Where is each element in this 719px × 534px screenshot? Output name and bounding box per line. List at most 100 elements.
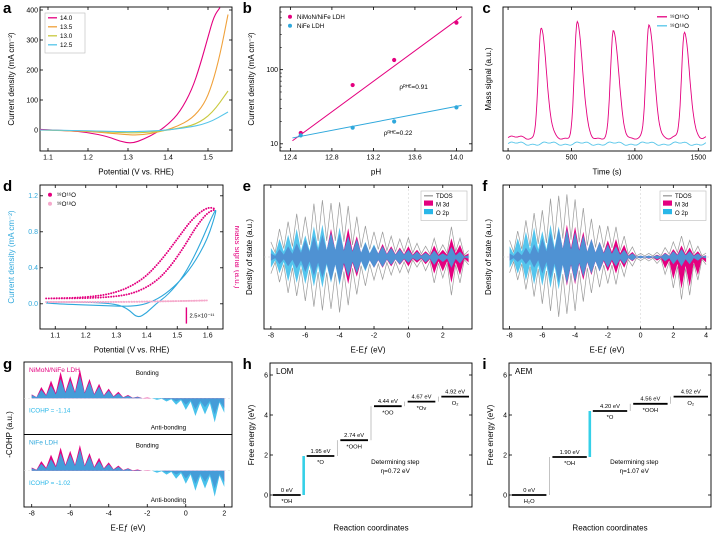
panel-letter-a: a — [3, 0, 12, 17]
panel-letter-i: i — [482, 356, 487, 373]
svg-text:-2: -2 — [144, 511, 150, 518]
chart-a-lsv-ph: 1.1 1.2 1.3 1.4 1.5 0 100 200 300 400 Potential (V… — [7, 6, 233, 177]
svg-text:ρᴿᴴᴱ=0.22: ρᴿᴴᴱ=0.22 — [383, 130, 412, 137]
panel-c: c 0 500 1000 1500 Time (s) Mass signal (a.u.)… — [479, 0, 719, 178]
panel-b: b 12.4 12.8 13.2 13.6 14.0 10 100 pH Current den… — [240, 0, 480, 178]
svg-text:0: 0 — [406, 333, 410, 340]
svg-text:6: 6 — [503, 372, 507, 379]
panel-letter-f: f — [482, 178, 488, 195]
svg-text:14.0: 14.0 — [60, 15, 73, 22]
svg-text:2: 2 — [503, 452, 507, 459]
svg-text:Density of state (a.u.): Density of state (a.u.) — [484, 219, 493, 295]
svg-text:-6: -6 — [302, 333, 308, 340]
svg-text:Current density (mA cm⁻²): Current density (mA cm⁻²) — [7, 210, 16, 303]
svg-text:*O: *O — [607, 415, 614, 421]
svg-text:0 eV: 0 eV — [524, 488, 536, 494]
svg-text:ICOHP = -1.14: ICOHP = -1.14 — [29, 407, 71, 414]
panel-letter-d: d — [3, 178, 13, 195]
svg-text:AEM: AEM — [515, 367, 533, 376]
svg-text:4: 4 — [264, 412, 268, 419]
svg-text:1.1: 1.1 — [50, 333, 60, 340]
svg-text:-8: -8 — [267, 333, 273, 340]
svg-text:-4: -4 — [572, 333, 578, 340]
svg-text:2.74 eV: 2.74 eV — [344, 433, 364, 439]
svg-text:0.4: 0.4 — [28, 265, 38, 272]
svg-text:¹⁸O¹⁸O: ¹⁸O¹⁸O — [670, 23, 689, 30]
panel-a: a 1.1 1.2 1.3 1.4 1.5 0 100 200 300 400 Potential … — [0, 0, 240, 178]
svg-text:-2: -2 — [371, 333, 377, 340]
svg-text:200: 200 — [26, 67, 38, 74]
svg-text:LOM: LOM — [276, 367, 294, 376]
svg-text:4.56 eV: 4.56 eV — [641, 397, 661, 403]
svg-text:*OOH: *OOH — [643, 408, 658, 414]
svg-text:-4: -4 — [106, 511, 112, 518]
svg-text:NiMoN/NiFe LDH: NiMoN/NiFe LDH — [29, 367, 80, 374]
svg-text:13.2: 13.2 — [366, 155, 380, 162]
chart-g-cohp: NiMoN/NiFe LDH Bonding ICOHP = -1.14 Anti-b… — [5, 361, 233, 533]
svg-text:Mass signal (a.u.): Mass signal (a.u.) — [484, 47, 493, 110]
svg-text:Mass signal (a.u.): Mass signal (a.u.) — [233, 225, 239, 288]
svg-text:NiMoN/NiFe LDH: NiMoN/NiFe LDH — [297, 14, 345, 21]
svg-text:4.20 eV: 4.20 eV — [600, 404, 620, 410]
svg-text:1.4: 1.4 — [163, 155, 173, 162]
svg-text:*O: *O — [317, 460, 324, 466]
svg-text:NiFe LDH: NiFe LDH — [29, 440, 58, 447]
svg-text:Current density (mA cm⁻²): Current density (mA cm⁻²) — [7, 32, 16, 125]
panel-letter-e: e — [242, 178, 251, 195]
chart-d-cv-mass-signal: 1.1 1.2 1.3 1.4 1.5 1.60.00.40.81.2Potential … — [7, 184, 239, 355]
svg-text:10: 10 — [270, 141, 278, 148]
svg-text:¹⁸O¹⁸O: ¹⁸O¹⁸O — [57, 201, 76, 208]
svg-text:Anti-bonding: Anti-bonding — [151, 497, 187, 504]
svg-text:0: 0 — [184, 511, 188, 518]
svg-text:14.0: 14.0 — [449, 155, 463, 162]
svg-text:Potential (V vs. RHE): Potential (V vs. RHE) — [98, 168, 174, 177]
svg-text:η=0.72 eV: η=0.72 eV — [380, 468, 410, 475]
panel-letter-h: h — [242, 356, 252, 373]
panel-letter-b: b — [242, 0, 252, 17]
svg-text:0: 0 — [503, 492, 507, 499]
svg-text:2: 2 — [672, 333, 676, 340]
svg-text:¹⁸O¹⁶O: ¹⁸O¹⁶O — [670, 14, 689, 21]
svg-text:2: 2 — [440, 333, 444, 340]
svg-text:E-Eƒ (eV): E-Eƒ (eV) — [350, 346, 385, 355]
chart-b-ph-dependence: 12.4 12.8 13.2 13.6 14.0 10 100 pH Current densi… — [247, 6, 473, 177]
svg-text:ICOHP = -1.02: ICOHP = -1.02 — [29, 480, 71, 487]
svg-text:2: 2 — [264, 452, 268, 459]
svg-text:-8: -8 — [507, 333, 513, 340]
svg-text:1000: 1000 — [627, 155, 643, 162]
svg-text:-4: -4 — [336, 333, 342, 340]
svg-text:0: 0 — [264, 492, 268, 499]
svg-text:¹⁸O¹⁶O: ¹⁸O¹⁶O — [57, 192, 76, 199]
svg-text:1.3: 1.3 — [123, 155, 133, 162]
svg-text:0.8: 0.8 — [28, 229, 38, 236]
panel-f: f -8 -6 -4 -2 0 2 4 E-Eƒ (eV) Density of state (… — [479, 178, 719, 356]
svg-text:-COHP (a.u.): -COHP (a.u.) — [5, 411, 14, 458]
chart-i-free-energy-aem: 0 2 4 6 Reaction coordinates Free energy (eV)… — [486, 362, 712, 533]
svg-text:-6: -6 — [540, 333, 546, 340]
chart-c-mass-signal-time: 0 500 1000 1500 Time (s) Mass signal (a.u.) ¹⁸… — [484, 6, 712, 177]
svg-text:NiFe LDH: NiFe LDH — [297, 23, 324, 30]
svg-text:E-Eƒ (eV): E-Eƒ (eV) — [590, 346, 625, 355]
svg-text:1.90 eV: 1.90 eV — [560, 450, 580, 456]
svg-text:Bonding: Bonding — [136, 370, 160, 377]
svg-text:1.95 eV: 1.95 eV — [310, 449, 330, 455]
svg-text:-2: -2 — [605, 333, 611, 340]
svg-text:O₂: O₂ — [688, 401, 695, 407]
panel-h: h 0 2 4 6 Reaction coordinates Free energy (e… — [240, 356, 480, 534]
svg-text:Reaction coordinates: Reaction coordinates — [333, 524, 408, 533]
svg-text:2.5×10⁻¹¹: 2.5×10⁻¹¹ — [189, 313, 214, 319]
svg-text:4.92 eV: 4.92 eV — [681, 389, 701, 395]
svg-text:Free energy (eV): Free energy (eV) — [486, 404, 495, 465]
svg-text:*OH: *OH — [564, 461, 575, 467]
svg-text:100: 100 — [266, 67, 278, 74]
svg-text:300: 300 — [26, 37, 38, 44]
svg-text:13.6: 13.6 — [408, 155, 422, 162]
svg-text:M 3d: M 3d — [436, 203, 449, 209]
svg-text:1.5: 1.5 — [203, 155, 213, 162]
svg-text:-6: -6 — [67, 511, 73, 518]
svg-text:O 2p: O 2p — [436, 211, 450, 217]
svg-text:O 2p: O 2p — [675, 211, 689, 217]
panel-d: d 1.1 1.2 1.3 1.4 1.5 1.6 0.0 0.4 0.8 1.2 Potentia… — [0, 178, 240, 356]
svg-text:1.3: 1.3 — [111, 333, 121, 340]
